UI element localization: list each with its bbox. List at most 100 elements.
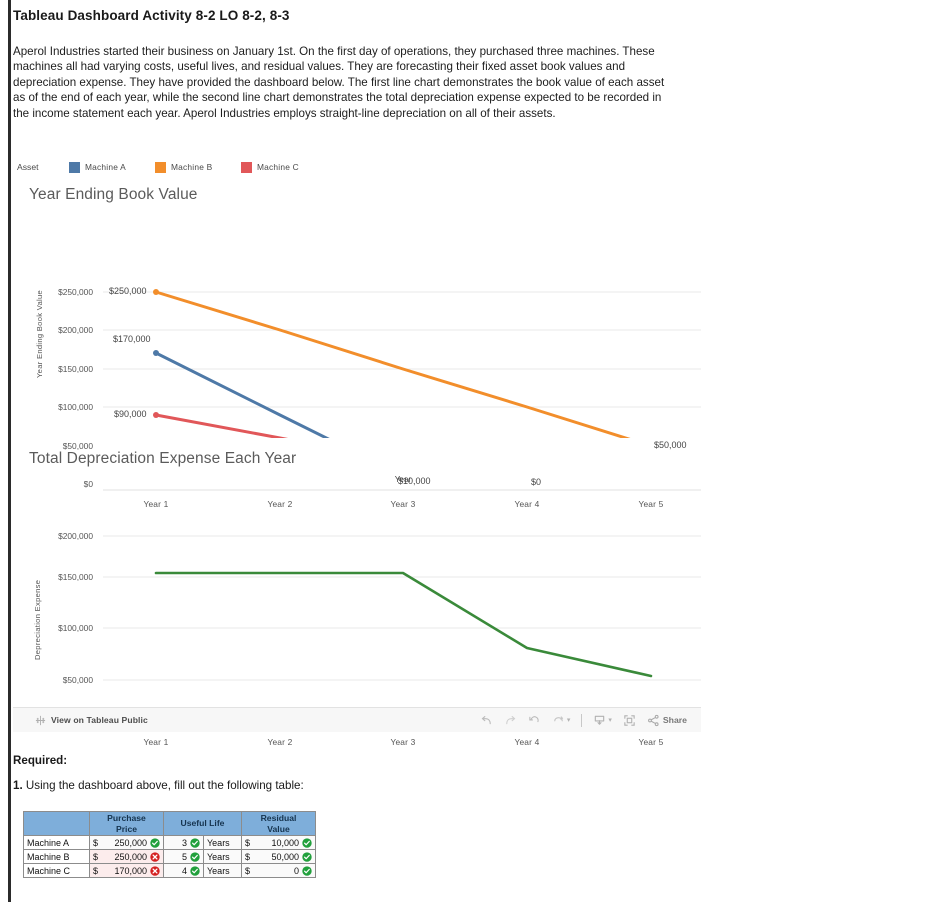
legend-item-machine-a[interactable]: Machine A — [69, 161, 155, 173]
y-tick2-1: $50,000 — [62, 675, 93, 685]
y-tick-3: $150,000 — [58, 364, 93, 374]
correct-icon — [150, 837, 160, 848]
header-residual-value-line1: Residual — [260, 813, 297, 823]
x-tick-year-5: Year 5 — [638, 499, 664, 509]
download-caret-icon[interactable]: ▾ — [608, 717, 612, 724]
revert-icon[interactable] — [528, 714, 541, 727]
cell-useful-life-machine-b[interactable]: 5 — [163, 849, 204, 864]
redo-icon[interactable] — [504, 714, 517, 727]
x-tick2-year-2: Year 2 — [267, 737, 293, 747]
asset-legend: Asset Machine A Machine B Machine C — [13, 158, 327, 176]
legend-item-machine-c[interactable]: Machine C — [241, 161, 327, 173]
chart-2-plot — [103, 489, 701, 681]
fullscreen-icon[interactable] — [623, 714, 636, 727]
value: 3 — [181, 837, 187, 848]
value: 10,000 — [271, 837, 299, 848]
table-row: Machine C $ 170,000 4 — [23, 863, 316, 878]
y-tick-2: $100,000 — [58, 402, 93, 412]
refresh-icon[interactable]: ▾ — [552, 714, 571, 727]
x-tick2-year-4: Year 4 — [514, 737, 540, 747]
cell-residual-value-machine-b[interactable]: $ 50,000 — [241, 849, 316, 864]
y-tick-1: $50,000 — [62, 441, 93, 451]
page-left-rule — [8, 0, 11, 902]
legend-item-machine-b[interactable]: Machine B — [155, 161, 241, 173]
page-title: Tableau Dashboard Activity 8-2 LO 8-2, 8… — [13, 8, 290, 23]
currency-symbol: $ — [245, 851, 251, 862]
cell-useful-life-machine-a[interactable]: 3 — [163, 835, 204, 850]
tableau-icon — [35, 715, 46, 726]
table-row: Machine A $ 250,000 3 — [23, 835, 316, 850]
share-label: Share — [662, 715, 687, 725]
y-tick-5: $250,000 — [58, 287, 93, 297]
x-tick-year-4: Year 4 — [514, 499, 540, 509]
chart-year-ending-book-value[interactable]: Year Ending Book Value $0 $50,000 $100,0… — [13, 208, 701, 509]
value: 5 — [181, 851, 187, 862]
currency-symbol: $ — [245, 865, 251, 876]
incorrect-icon — [150, 851, 160, 862]
row-label-machine-b: Machine B — [23, 849, 90, 864]
legend-swatch-machine-c — [241, 161, 252, 173]
incorrect-icon — [150, 865, 160, 876]
required-heading: Required: — [13, 754, 68, 767]
correct-icon — [190, 837, 200, 848]
cell-residual-value-machine-a[interactable]: $ 10,000 — [241, 835, 316, 850]
header-purchase-price: Purchase Price — [89, 811, 164, 836]
point-label-machine-c-start: $90,000 — [114, 409, 147, 419]
row-label-machine-c: Machine C — [23, 863, 90, 878]
chart-total-depreciation-expense[interactable]: Year Depreciation Expense $0 $50,000 $10… — [13, 470, 701, 747]
dashboard-toolbar[interactable]: View on Tableau Public — [13, 707, 701, 732]
legend-title: Asset — [17, 162, 39, 172]
y-tick-0: $0 — [83, 479, 93, 489]
y-tick2-4: $200,000 — [58, 531, 93, 541]
table-row: Machine B $ 250,000 5 — [23, 849, 316, 864]
legend-swatch-machine-b — [155, 161, 166, 173]
point-label-machine-c-end: $0 — [531, 477, 542, 487]
currency-symbol: $ — [93, 865, 99, 876]
header-purchase-price-line1: Purchase — [107, 813, 146, 823]
point-label-machine-b-end: $50,000 — [654, 440, 687, 450]
question-1: 1. Using the dashboard above, fill out t… — [13, 779, 304, 792]
chart-1-plot — [103, 289, 701, 438]
question-number: 1. — [13, 779, 23, 792]
refresh-caret-icon[interactable]: ▾ — [566, 717, 571, 724]
cell-useful-life-unit-machine-c: Years — [203, 863, 242, 878]
y-tick2-3: $150,000 — [58, 572, 93, 582]
view-on-tableau-public-label: View on Tableau Public — [51, 715, 148, 725]
cell-useful-life-machine-c[interactable]: 4 — [163, 863, 204, 878]
question-text: Using the dashboard above, fill out the … — [25, 779, 304, 792]
value: 4 — [181, 865, 187, 876]
correct-icon — [302, 865, 312, 876]
cell-purchase-price-machine-c[interactable]: $ 170,000 — [89, 863, 164, 878]
x-axis-top-label-year: Year — [394, 475, 412, 484]
undo-icon[interactable] — [480, 714, 493, 727]
cell-residual-value-machine-c[interactable]: $ 0 — [241, 863, 316, 878]
currency-symbol: $ — [93, 851, 99, 862]
y-tick2-2: $100,000 — [58, 623, 93, 633]
header-useful-life: Useful Life — [163, 811, 242, 836]
header-residual-value-line2: Value — [267, 823, 290, 834]
answer-table[interactable]: Purchase Price Useful Life Residual Valu… — [23, 811, 316, 878]
tableau-dashboard[interactable]: Asset Machine A Machine B Machine C Year… — [12, 140, 701, 747]
toolbar-actions[interactable]: ▾ ▾ — [480, 713, 687, 727]
legend-label-machine-c: Machine C — [257, 162, 299, 172]
correct-icon — [302, 837, 312, 848]
header-blank — [23, 811, 90, 836]
chart-title-depreciation: Total Depreciation Expense Each Year — [29, 450, 297, 467]
correct-icon — [190, 851, 200, 862]
header-residual-value: Residual Value — [241, 811, 316, 836]
view-on-tableau-public-button[interactable]: View on Tableau Public — [35, 715, 148, 726]
correct-icon — [302, 851, 312, 862]
share-button[interactable]: Share — [647, 714, 687, 727]
x-tick-year-3: Year 3 — [390, 499, 416, 509]
chart-title-book-value: Year Ending Book Value — [29, 186, 198, 203]
cell-purchase-price-machine-b[interactable]: $ 250,000 — [89, 849, 164, 864]
legend-label-machine-a: Machine A — [85, 162, 126, 172]
point-label-machine-a-end: $10,000 — [398, 476, 431, 486]
point-label-machine-a-start: $170,000 — [113, 334, 151, 344]
cell-purchase-price-machine-a[interactable]: $ 250,000 — [89, 835, 164, 850]
toolbar-divider — [581, 713, 583, 727]
currency-symbol: $ — [93, 837, 99, 848]
row-label-machine-a: Machine A — [23, 835, 90, 850]
download-icon[interactable]: ▾ — [593, 714, 612, 727]
